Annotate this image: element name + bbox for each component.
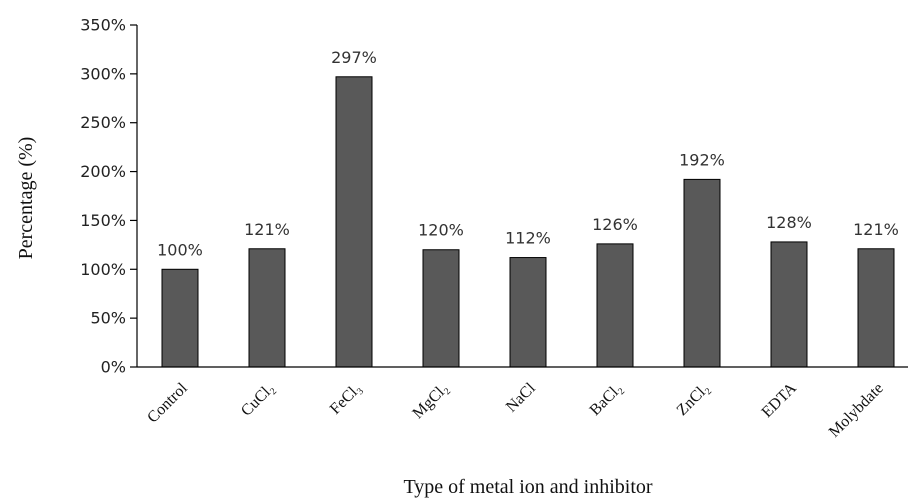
data-label: 126% <box>592 215 638 234</box>
y-tick-label: 100% <box>80 260 126 279</box>
data-label: 120% <box>418 221 464 240</box>
y-tick-label: 200% <box>80 162 126 181</box>
y-tick-label: 350% <box>80 16 126 35</box>
data-label: 121% <box>853 220 899 239</box>
x-tick-label: CuCl₂ <box>238 380 278 420</box>
y-tick-label: 300% <box>80 64 126 83</box>
x-tick-label: BaCl₂ <box>587 380 626 419</box>
data-label: 128% <box>766 213 812 232</box>
data-label: 121% <box>244 220 290 239</box>
bars <box>161 76 895 368</box>
y-tick-label: 150% <box>80 211 126 230</box>
x-tick-label: MgCl₂ <box>409 380 451 422</box>
data-labels: 100% 121% 297% 120% 112% 126% 192% 128% 121% <box>157 48 899 259</box>
y-axis: 0% 50% 100% 150% 200% 250% 300% 350% <box>80 16 138 377</box>
y-axis-title: Percentage (%) <box>15 137 37 260</box>
x-tick-label: FeCl₃ <box>327 380 365 418</box>
bar <box>422 249 460 368</box>
bar <box>857 248 895 368</box>
x-axis: Control CuCl₂ FeCl₃ MgCl₂ NaCl BaCl₂ ZnCl₂ EDTA… <box>137 366 908 441</box>
x-axis-title: Type of metal ion and inhibitor <box>403 476 652 498</box>
bar <box>335 76 373 368</box>
bar <box>509 257 547 368</box>
bar <box>596 243 634 368</box>
x-tick-label: NaCl <box>503 379 539 415</box>
y-tick-label: 50% <box>90 309 126 328</box>
data-label: 100% <box>157 240 203 259</box>
x-tick-label: ZnCl₂ <box>674 380 713 419</box>
data-label: 112% <box>505 229 551 248</box>
data-label: 297% <box>331 48 377 67</box>
bar <box>770 241 808 368</box>
x-tick-label: EDTA <box>759 379 801 421</box>
bar <box>248 248 286 368</box>
x-tick-label: Molybdate <box>826 380 887 441</box>
bar <box>683 178 721 368</box>
y-tick-label: 0% <box>101 358 126 377</box>
y-tick-label: 250% <box>80 113 126 132</box>
data-label: 192% <box>679 150 725 169</box>
x-tick-label: Control <box>144 379 191 426</box>
bar <box>161 268 199 368</box>
